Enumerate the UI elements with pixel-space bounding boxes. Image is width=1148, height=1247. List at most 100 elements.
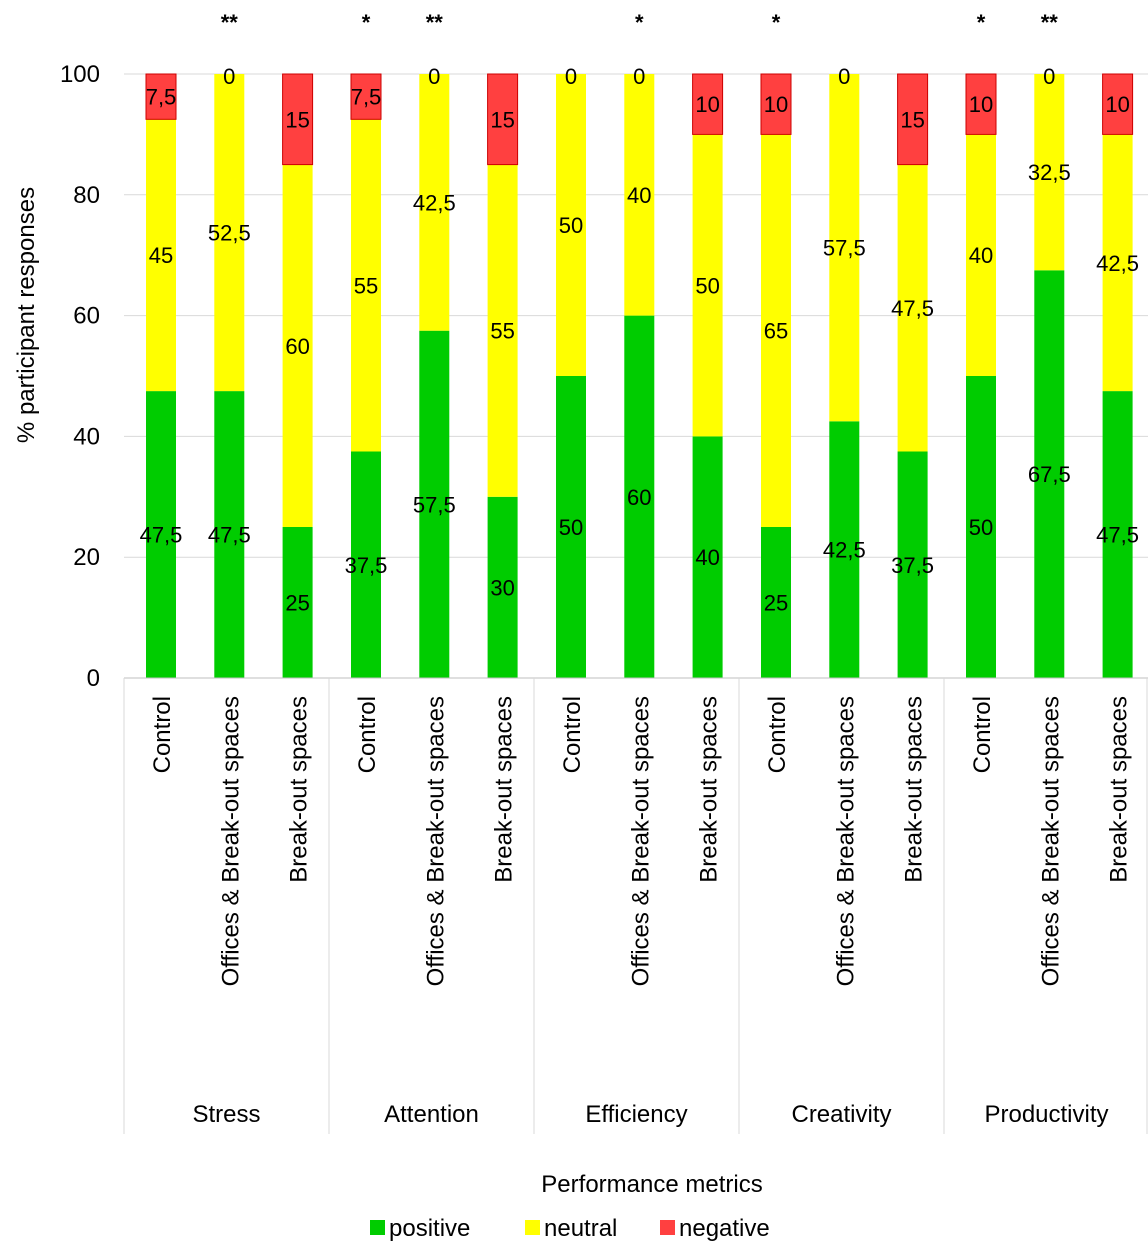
legend: positive neutral negative: [370, 1215, 770, 1242]
significance-marker: **: [426, 10, 444, 35]
bar-segment-neutral: [897, 164, 928, 452]
x-tick-label: Break-out spaces: [901, 696, 928, 883]
y-tick-label: 40: [73, 423, 100, 450]
significance-marker: *: [977, 10, 986, 35]
bar-segment-neutral: [214, 74, 245, 392]
bar-segment-positive: [282, 527, 313, 678]
bar-segment-negative: [145, 73, 177, 120]
data-label-neutral: 55: [354, 273, 378, 298]
bar-segment-positive: [556, 376, 586, 678]
data-label-negative: 0: [1043, 64, 1055, 89]
data-label-neutral: 45: [149, 243, 173, 268]
x-tick-label: Offices & Break-out spaces: [217, 696, 244, 986]
bar-segment-neutral: [692, 134, 723, 437]
data-label-positive: 50: [969, 515, 993, 540]
data-label-negative: 7,5: [146, 85, 177, 110]
bar-segment-positive: [419, 330, 450, 678]
y-tick-label: 100: [60, 61, 100, 88]
x-tick-label: Control: [354, 696, 381, 773]
bar-segment-negative: [487, 73, 519, 166]
data-label-negative: 15: [900, 107, 924, 132]
bar-segment-positive: [966, 376, 996, 678]
bar-segment-positive: [624, 315, 655, 678]
bar-segment-positive: [214, 391, 245, 678]
bar-segment-positive: [829, 421, 860, 678]
significance-marker: *: [362, 10, 371, 35]
bar-segment-neutral: [624, 74, 655, 316]
data-label-positive: 25: [764, 591, 788, 616]
data-label-neutral: 47,5: [891, 296, 934, 321]
legend-swatch-neutral: [525, 1220, 540, 1235]
data-label-positive: 60: [627, 485, 651, 510]
bar-segment-neutral: [282, 164, 313, 527]
x-tick-label: Break-out spaces: [696, 696, 723, 883]
x-tick-label: Control: [149, 696, 176, 773]
data-label-negative: 10: [1105, 92, 1129, 117]
x-tick-label: Break-out spaces: [1106, 696, 1133, 883]
x-tick-label: Control: [764, 696, 791, 773]
bar-segment-neutral: [1102, 134, 1133, 392]
data-label-positive: 47,5: [1096, 523, 1139, 548]
significance-marker: **: [221, 10, 239, 35]
x-tick-label: Break-out spaces: [491, 696, 518, 883]
x-tick-label: Control: [559, 696, 586, 773]
data-label-neutral: 50: [695, 273, 719, 298]
data-label-negative: 0: [633, 64, 645, 89]
data-label-negative: 0: [838, 64, 850, 89]
bar-segment-positive: [761, 527, 791, 678]
data-label-neutral: 42,5: [413, 190, 456, 215]
bar-segment-neutral: [966, 134, 996, 376]
bar-segment-negative: [282, 73, 314, 166]
y-tick-label: 80: [73, 182, 100, 209]
bar-segment-negative: [897, 73, 929, 166]
data-label-negative: 15: [490, 107, 514, 132]
bar-segment-positive: [146, 391, 176, 678]
significance-marker: *: [772, 10, 781, 35]
bar-segment-neutral: [351, 119, 381, 452]
bar-segment-neutral: [1034, 74, 1065, 271]
data-label-negative: 0: [428, 64, 440, 89]
y-axis-title: % participant responses: [13, 187, 40, 443]
data-label-positive: 42,5: [823, 538, 866, 563]
x-tick-label: Control: [969, 696, 996, 773]
x-tick-label: Offices & Break-out spaces: [832, 696, 859, 986]
data-label-negative: 15: [285, 107, 309, 132]
y-tick-label: 0: [87, 665, 100, 692]
group-label: Stress: [192, 1101, 260, 1128]
data-label-negative: 0: [223, 64, 235, 89]
significance-marker: *: [635, 10, 644, 35]
bar-segment-negative: [692, 73, 724, 135]
bar-segment-positive: [897, 451, 928, 678]
bar-segment-positive: [351, 451, 381, 678]
bar-segment-neutral: [419, 74, 450, 331]
data-label-neutral: 32,5: [1028, 160, 1071, 185]
group-label: Efficiency: [585, 1101, 687, 1128]
bar-segment-neutral: [556, 74, 586, 376]
x-tick-label: Offices & Break-out spaces: [422, 696, 449, 986]
x-axis-title: Performance metrics: [541, 1171, 762, 1198]
bar-segment-positive: [487, 496, 518, 678]
bar-segment-negative: [760, 73, 792, 135]
data-label-positive: 47,5: [140, 523, 183, 548]
x-tick-label: Break-out spaces: [286, 696, 313, 883]
bar-segment-positive: [1034, 270, 1065, 678]
x-tick-label: Offices & Break-out spaces: [1037, 696, 1064, 986]
data-label-positive: 37,5: [891, 553, 934, 578]
data-label-neutral: 60: [285, 334, 309, 359]
legend-label-neutral: neutral: [544, 1215, 617, 1242]
data-label-negative: 10: [764, 92, 788, 117]
data-label-positive: 30: [490, 575, 514, 600]
data-label-neutral: 52,5: [208, 221, 251, 246]
data-label-neutral: 55: [490, 319, 514, 344]
bar-segment-negative: [1102, 73, 1134, 135]
data-label-negative: 0: [565, 64, 577, 89]
data-label-negative: 10: [969, 92, 993, 117]
data-label-negative: 7,5: [351, 85, 382, 110]
bar-segment-negative: [350, 73, 382, 120]
data-label-positive: 50: [559, 515, 583, 540]
bar-segment-positive: [1102, 391, 1133, 678]
bar-segment-neutral: [487, 164, 518, 497]
data-label-positive: 47,5: [208, 523, 251, 548]
